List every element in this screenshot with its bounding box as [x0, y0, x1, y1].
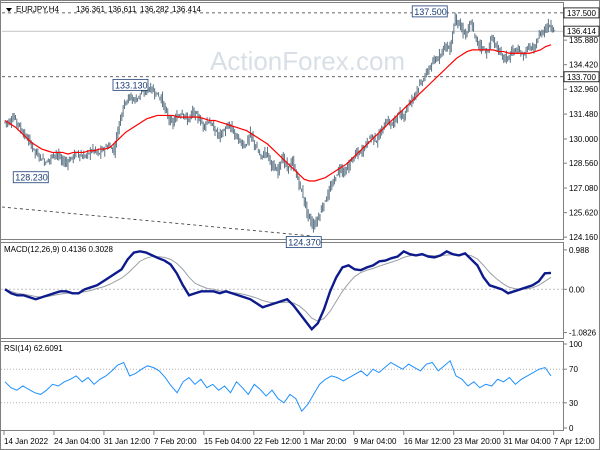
x-tick-label: 16 Mar 12:00	[404, 437, 452, 446]
x-tick-label: 31 Mar 04:00	[504, 437, 552, 446]
current-price-box	[563, 25, 600, 37]
time-axis: 14 Jan 2022 24 Jan 04:00 31 Jan 12:00 7 Feb…	[3, 431, 595, 446]
macd-title: MACD(12,26,9) 0.4136 0.3028	[4, 245, 114, 254]
y-tick-label: 70	[569, 365, 578, 374]
rsi-y-axis: 100 70 30 0	[563, 340, 583, 433]
price-annotation-label: 137.500	[414, 7, 447, 17]
price-panel	[0, 2, 564, 240]
y-tick-label: 0.988	[569, 246, 590, 255]
y-tick-label: 125.620	[569, 209, 598, 218]
macd-line	[4, 249, 552, 332]
y-tick-label: 127.080	[569, 184, 598, 193]
ohlc-low: 136.282	[140, 5, 169, 14]
x-tick-label: 7 Feb 20:00	[154, 437, 197, 446]
y-tick-label: 130.000	[569, 135, 598, 144]
price-annotation-label: 124.370	[288, 238, 321, 248]
x-tick-label: 22 Feb 12:00	[254, 437, 302, 446]
x-tick-label: 7 Apr 12:00	[554, 437, 595, 446]
y-tick-label: -1.0826	[569, 329, 597, 338]
ohlc-close: 136.414	[172, 5, 201, 14]
rsi-panel	[0, 341, 564, 431]
moving-average-line	[4, 44, 552, 182]
y-tick-label: 0	[569, 424, 574, 433]
ohlc-open: 136.361	[76, 5, 105, 14]
price-annotation-box	[411, 5, 448, 18]
macd-panel	[0, 242, 564, 339]
price-tag-label: 137.500	[567, 9, 596, 18]
symbol-dropdown-icon[interactable]	[6, 8, 12, 12]
y-tick-label: 0.00	[569, 285, 585, 294]
x-tick-label: 1 Mar 20:00	[304, 437, 347, 446]
price-annotation-box	[112, 78, 149, 91]
price-y-axis: 137.490135.880134.420132.960131.480130.0…	[563, 7, 600, 242]
x-tick-label: 23 Mar 20:00	[454, 437, 502, 446]
symbol-label: EURJPY,H4	[16, 5, 60, 14]
rsi-title: RSI(14) 62.6091	[4, 344, 63, 353]
x-tick-label: 9 Mar 04:00	[354, 437, 397, 446]
y-tick-label: 124.160	[569, 233, 598, 242]
y-tick-label: 131.480	[569, 110, 598, 119]
ohlc-high: 136.611	[108, 5, 137, 14]
x-tick-label: 15 Feb 04:00	[204, 437, 252, 446]
rsi-line	[4, 359, 552, 413]
support-trend-line	[1, 206, 313, 237]
price-annotation-box	[285, 236, 322, 249]
price-annotation-label: 128.230	[15, 173, 48, 183]
price-tag-label: 133.700	[567, 73, 596, 82]
price-tag-box	[563, 71, 600, 83]
y-tick-label: 134.420	[569, 61, 598, 70]
watermark: ActionForex.com	[210, 46, 405, 76]
x-tick-label: 14 Jan 2022	[4, 437, 49, 446]
current-price-label: 136.414	[567, 27, 596, 36]
price-annotation-box	[12, 171, 49, 184]
macd-y-axis: 0.988 0.00 -1.0826	[563, 246, 597, 338]
price-bars	[4, 12, 556, 233]
x-tick-label: 24 Jan 04:00	[54, 437, 101, 446]
price-annotation-label: 133.130	[115, 80, 148, 90]
y-tick-label: 100	[569, 340, 583, 349]
x-tick-label: 31 Jan 12:00	[104, 437, 151, 446]
y-tick-label: 135.880	[569, 36, 598, 45]
y-tick-label: 30	[569, 399, 578, 408]
y-tick-label: 132.960	[569, 85, 598, 94]
price-annotations: 133.130 128.230 124.370 137.500	[12, 5, 448, 249]
price-tag-box	[563, 7, 600, 19]
y-tick-label: 128.560	[569, 159, 598, 168]
